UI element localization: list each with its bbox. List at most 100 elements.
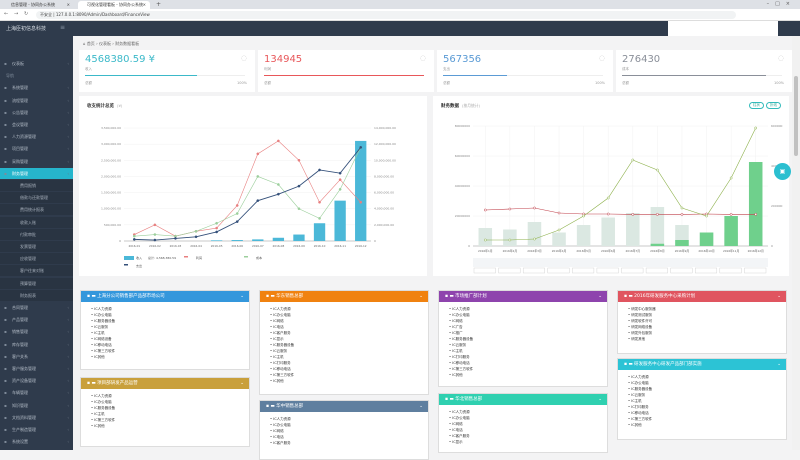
list-item[interactable]: IC推广 [449,330,607,336]
list-item[interactable]: IC主机 [628,398,786,404]
sidebar-item[interactable]: ▪ 会议管理 ‹ [0,119,73,130]
sidebar-item[interactable]: 发票管理 [0,241,73,252]
list-item[interactable]: IC电话 [449,427,607,433]
sidebar-item[interactable]: 借款与还款管理 [0,192,73,204]
panel-header[interactable]: ▪ ▬ 2016年研发服务中心采购计划 ⌄ [618,291,786,302]
list-item[interactable]: IC办公电脑 [91,312,249,318]
sidebar-item[interactable]: ▪ 流程管理 ‹ [0,95,73,106]
new-tab-button[interactable]: + [156,1,162,8]
list-item[interactable]: 研发外包服务 [628,330,786,336]
list-item[interactable]: IC移动电话 [628,410,786,416]
list-item[interactable]: IC电话 [270,324,428,330]
sidebar-item[interactable]: 应收管理 [0,253,73,265]
list-item[interactable]: IC人力资源 [449,409,607,415]
list-item[interactable]: IC显示 [449,439,607,445]
browser-tab[interactable]: 信息管理 - 协同办公系统 × [2,1,74,9]
list-item[interactable]: IC第三方软件 [270,372,428,378]
reload-icon[interactable]: ↻ [24,11,29,17]
sidebar-item[interactable]: ▪ 系统管理 ‹ [0,82,73,93]
list-item[interactable]: IC客户服务 [270,330,428,336]
list-item[interactable]: IC人力资源 [91,393,249,399]
back-icon[interactable]: ← [4,11,9,17]
list-item[interactable]: IC客户服务 [449,433,607,439]
sidebar-item[interactable]: 付款审批 [0,228,73,240]
sidebar-item[interactable]: ▪ 生产制造管理 ‹ [0,424,73,435]
list-item[interactable]: IC服务器设备 [449,336,607,342]
panel-header[interactable]: ▪ ▬ 市场推广部计划 ⌄ [439,291,607,302]
list-item[interactable]: IC主机 [449,348,607,354]
sidebar-item[interactable]: ▪ 仪表板 ‹ [0,58,73,69]
chevron-down-icon[interactable]: ⌄ [240,381,244,386]
list-item[interactable]: IC网络 [449,421,607,427]
list-item[interactable]: IC办公电脑 [270,422,428,428]
list-item[interactable]: IC主机 [91,411,249,417]
list-item[interactable]: IC人力资源 [449,306,607,312]
sidebar-item[interactable]: ▪ 项目管理 ‹ [0,143,73,154]
panel-header[interactable]: ▪ ▬ 华中销售总部 ⌄ [260,401,428,412]
sidebar-item[interactable]: ▪ 客户服务管理 ‹ [0,363,73,374]
list-item[interactable]: IC办公电脑 [449,312,607,318]
list-item[interactable]: IC广告 [449,324,607,330]
sidebar-item[interactable]: ▪ 系统设置 ‹ [0,436,73,447]
list-item[interactable]: IC服务器设备 [270,342,428,348]
sidebar-item[interactable]: ▪ 客户关系 ‹ [0,351,73,362]
list-item[interactable]: IC其他 [628,422,786,428]
url-input[interactable]: 不安全 | 127.0.0.1:8090/Admin/Dashboard/Fin… [36,11,736,19]
list-item[interactable]: IC办公电脑 [628,380,786,386]
list-item[interactable]: IC服务器设备 [628,386,786,392]
sidebar-item[interactable]: ▪ 财务管理 ‹ [0,167,73,179]
list-item[interactable]: IC电话 [270,434,428,440]
window-controls[interactable]: –□× [766,1,796,7]
list-item[interactable]: IC其他 [91,423,249,429]
list-item[interactable]: IC服务器设备 [91,405,249,411]
sidebar-item[interactable]: ▪ 资产设备管理 ‹ [0,375,73,386]
line-toggle-button[interactable]: 折线 [766,102,781,109]
chevron-down-icon[interactable]: ⌄ [598,294,602,299]
list-item[interactable]: 研发其他 [628,336,786,342]
panel-header[interactable]: ▪ ▬ 研发服务中心研发产品部门部实施 ⌄ [618,359,786,370]
list-item[interactable]: IC人力资源 [91,306,249,312]
sidebar-item[interactable]: ▪ 知识管理 ‹ [0,400,73,411]
panel-header[interactable]: ▪ ▬ 项目部研发产品运营 ⌄ [81,378,249,389]
list-item[interactable]: IC办公电脑 [270,312,428,318]
list-item[interactable]: IC移动电话 [270,366,428,372]
sidebar-item[interactable]: 费用统计报表 [0,204,73,216]
list-item[interactable]: IC其他 [449,372,607,378]
breadcrumb-item[interactable]: 首页 [86,41,95,46]
sidebar-item[interactable]: 收款入账 [0,216,73,228]
breadcrumb-item[interactable]: 仪表板 [98,41,111,46]
list-item[interactable]: IC服务器设备 [91,318,249,324]
scrollbar[interactable] [792,36,800,450]
list-item[interactable]: IC网络 [270,318,428,324]
list-item[interactable]: IC主机 [91,330,249,336]
sidebar-item[interactable]: ▪ 产品管理 ‹ [0,314,73,325]
list-item[interactable]: IC第三方软件 [628,416,786,422]
list-item[interactable]: 研发软件许可 [628,318,786,324]
list-item[interactable]: IC人力资源 [270,416,428,422]
list-item[interactable]: IC云服务 [449,342,607,348]
chevron-down-icon[interactable]: ⌄ [419,404,423,409]
bar-toggle-button[interactable]: 柱状 [749,102,764,109]
list-item[interactable]: IC第三方软件 [449,366,607,372]
list-item[interactable]: IC第三方软件 [91,348,249,354]
menu-toggle-icon[interactable]: ≡ [60,24,66,31]
sidebar-item[interactable]: 费用报销 [0,180,73,191]
sidebar-item[interactable]: ▪ 库存管理 ‹ [0,339,73,350]
browser-tab-active[interactable]: 可视化管理看板 - 协同办公系统 × [78,1,150,9]
panel-header[interactable]: ▪ ▬ 华北销售总部 ⌄ [439,394,607,405]
list-item[interactable]: 研发中心服务器 [628,306,786,312]
list-item[interactable]: IC显示 [270,336,428,342]
list-item[interactable]: IC网络设备 [91,336,249,342]
list-item[interactable]: IC办公电脑 [91,399,249,405]
chevron-down-icon[interactable]: ⌄ [777,294,781,299]
list-item[interactable]: IC移动电话 [91,342,249,348]
sidebar-item[interactable]: ▪ 销售管理 ‹ [0,326,73,337]
list-item[interactable]: IC移动电话 [449,360,607,366]
sidebar-item[interactable]: ▪ 人力资源管理 ‹ [0,131,73,142]
close-icon[interactable]: × [66,2,70,7]
chat-icon[interactable]: ▣ [774,163,791,180]
list-item[interactable]: IC人力资源 [270,306,428,312]
list-item[interactable]: IC打印服务 [270,360,428,366]
chevron-down-icon[interactable]: ⌄ [240,294,244,299]
scrollbar-thumb[interactable] [794,76,798,156]
